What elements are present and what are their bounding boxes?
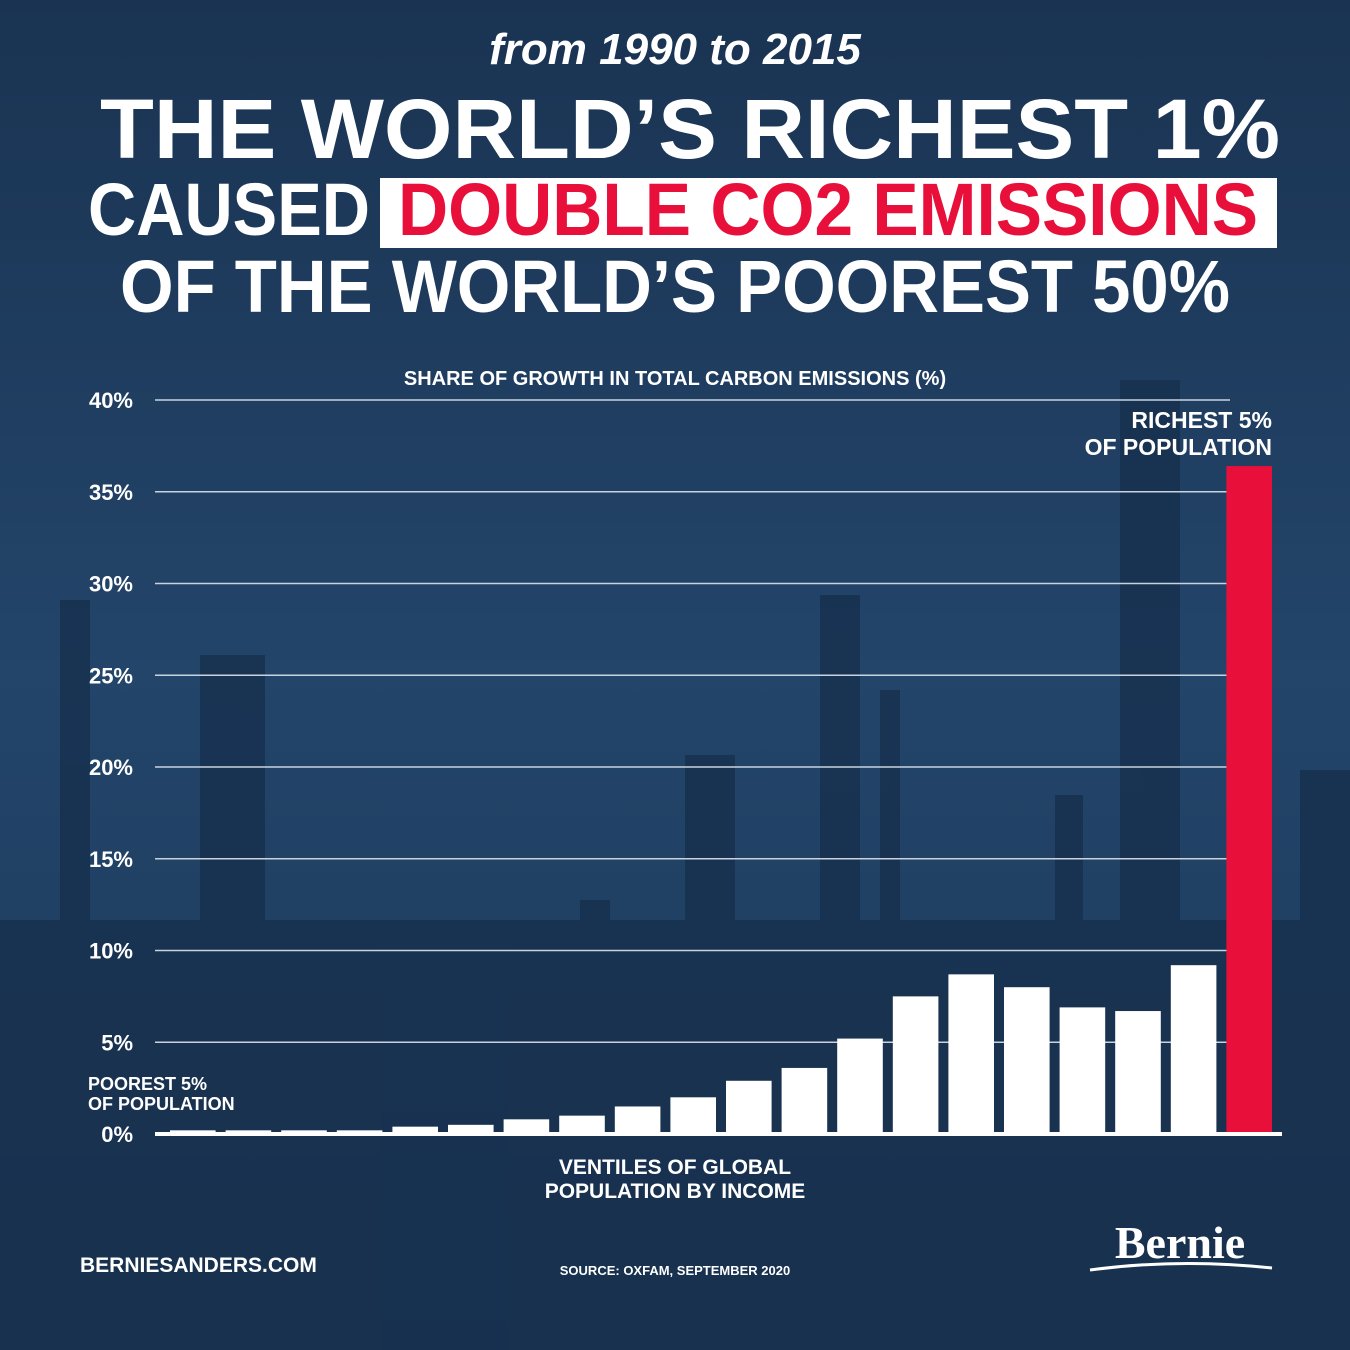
- annotation: OF POPULATION: [1085, 434, 1272, 460]
- y-tick-label: 25%: [89, 663, 133, 688]
- bar: [503, 1119, 550, 1134]
- y-tick-label: 35%: [89, 480, 133, 505]
- bar: [559, 1115, 605, 1134]
- bar: [837, 1038, 883, 1134]
- logo: Bernie: [1115, 1217, 1245, 1268]
- y-tick-label: 0%: [101, 1122, 133, 1147]
- bar: [948, 974, 994, 1134]
- y-tick-label: 40%: [89, 388, 133, 413]
- annotation: RICHEST 5%: [1131, 407, 1272, 433]
- bar: [781, 1067, 828, 1134]
- title-line: OF THE WORLD’S POOREST 50%: [120, 245, 1230, 328]
- bar: [614, 1106, 661, 1134]
- bar: [670, 1097, 716, 1134]
- highlight-text: DOUBLE CO2 EMISSIONS: [398, 168, 1258, 251]
- bar: [1059, 1007, 1106, 1134]
- y-tick-label: 30%: [89, 572, 133, 597]
- x-axis-label: VENTILES OF GLOBAL: [559, 1156, 791, 1179]
- bar: [392, 1126, 438, 1134]
- chart-title: SHARE OF GROWTH IN TOTAL CARBON EMISSION…: [404, 368, 946, 390]
- annotation: POOREST 5%: [88, 1074, 207, 1094]
- highlight-box: [380, 178, 1277, 248]
- bar: [448, 1124, 494, 1134]
- bar: [726, 1080, 772, 1134]
- y-tick-label: 10%: [89, 939, 133, 964]
- y-tick-label: 15%: [89, 847, 133, 872]
- bar: [892, 996, 939, 1134]
- subtitle: from 1990 to 2015: [489, 25, 861, 74]
- site: BERNIESANDERS.COM: [80, 1254, 317, 1277]
- y-tick-label: 20%: [89, 755, 133, 780]
- bar: [1226, 466, 1272, 1134]
- title-line: THE WORLD’S RICHEST 1%: [100, 82, 1280, 176]
- bar: [1170, 965, 1217, 1134]
- annotation: OF POPULATION: [88, 1094, 235, 1114]
- x-axis-label: POPULATION BY INCOME: [545, 1180, 806, 1203]
- y-tick-label: 5%: [101, 1030, 133, 1055]
- title-line: CAUSED: [88, 168, 370, 251]
- bar: [1115, 1011, 1161, 1134]
- bar: [1004, 987, 1050, 1134]
- logo-swoosh: [1089, 1261, 1273, 1272]
- source: SOURCE: OXFAM, SEPTEMBER 2020: [560, 1263, 790, 1278]
